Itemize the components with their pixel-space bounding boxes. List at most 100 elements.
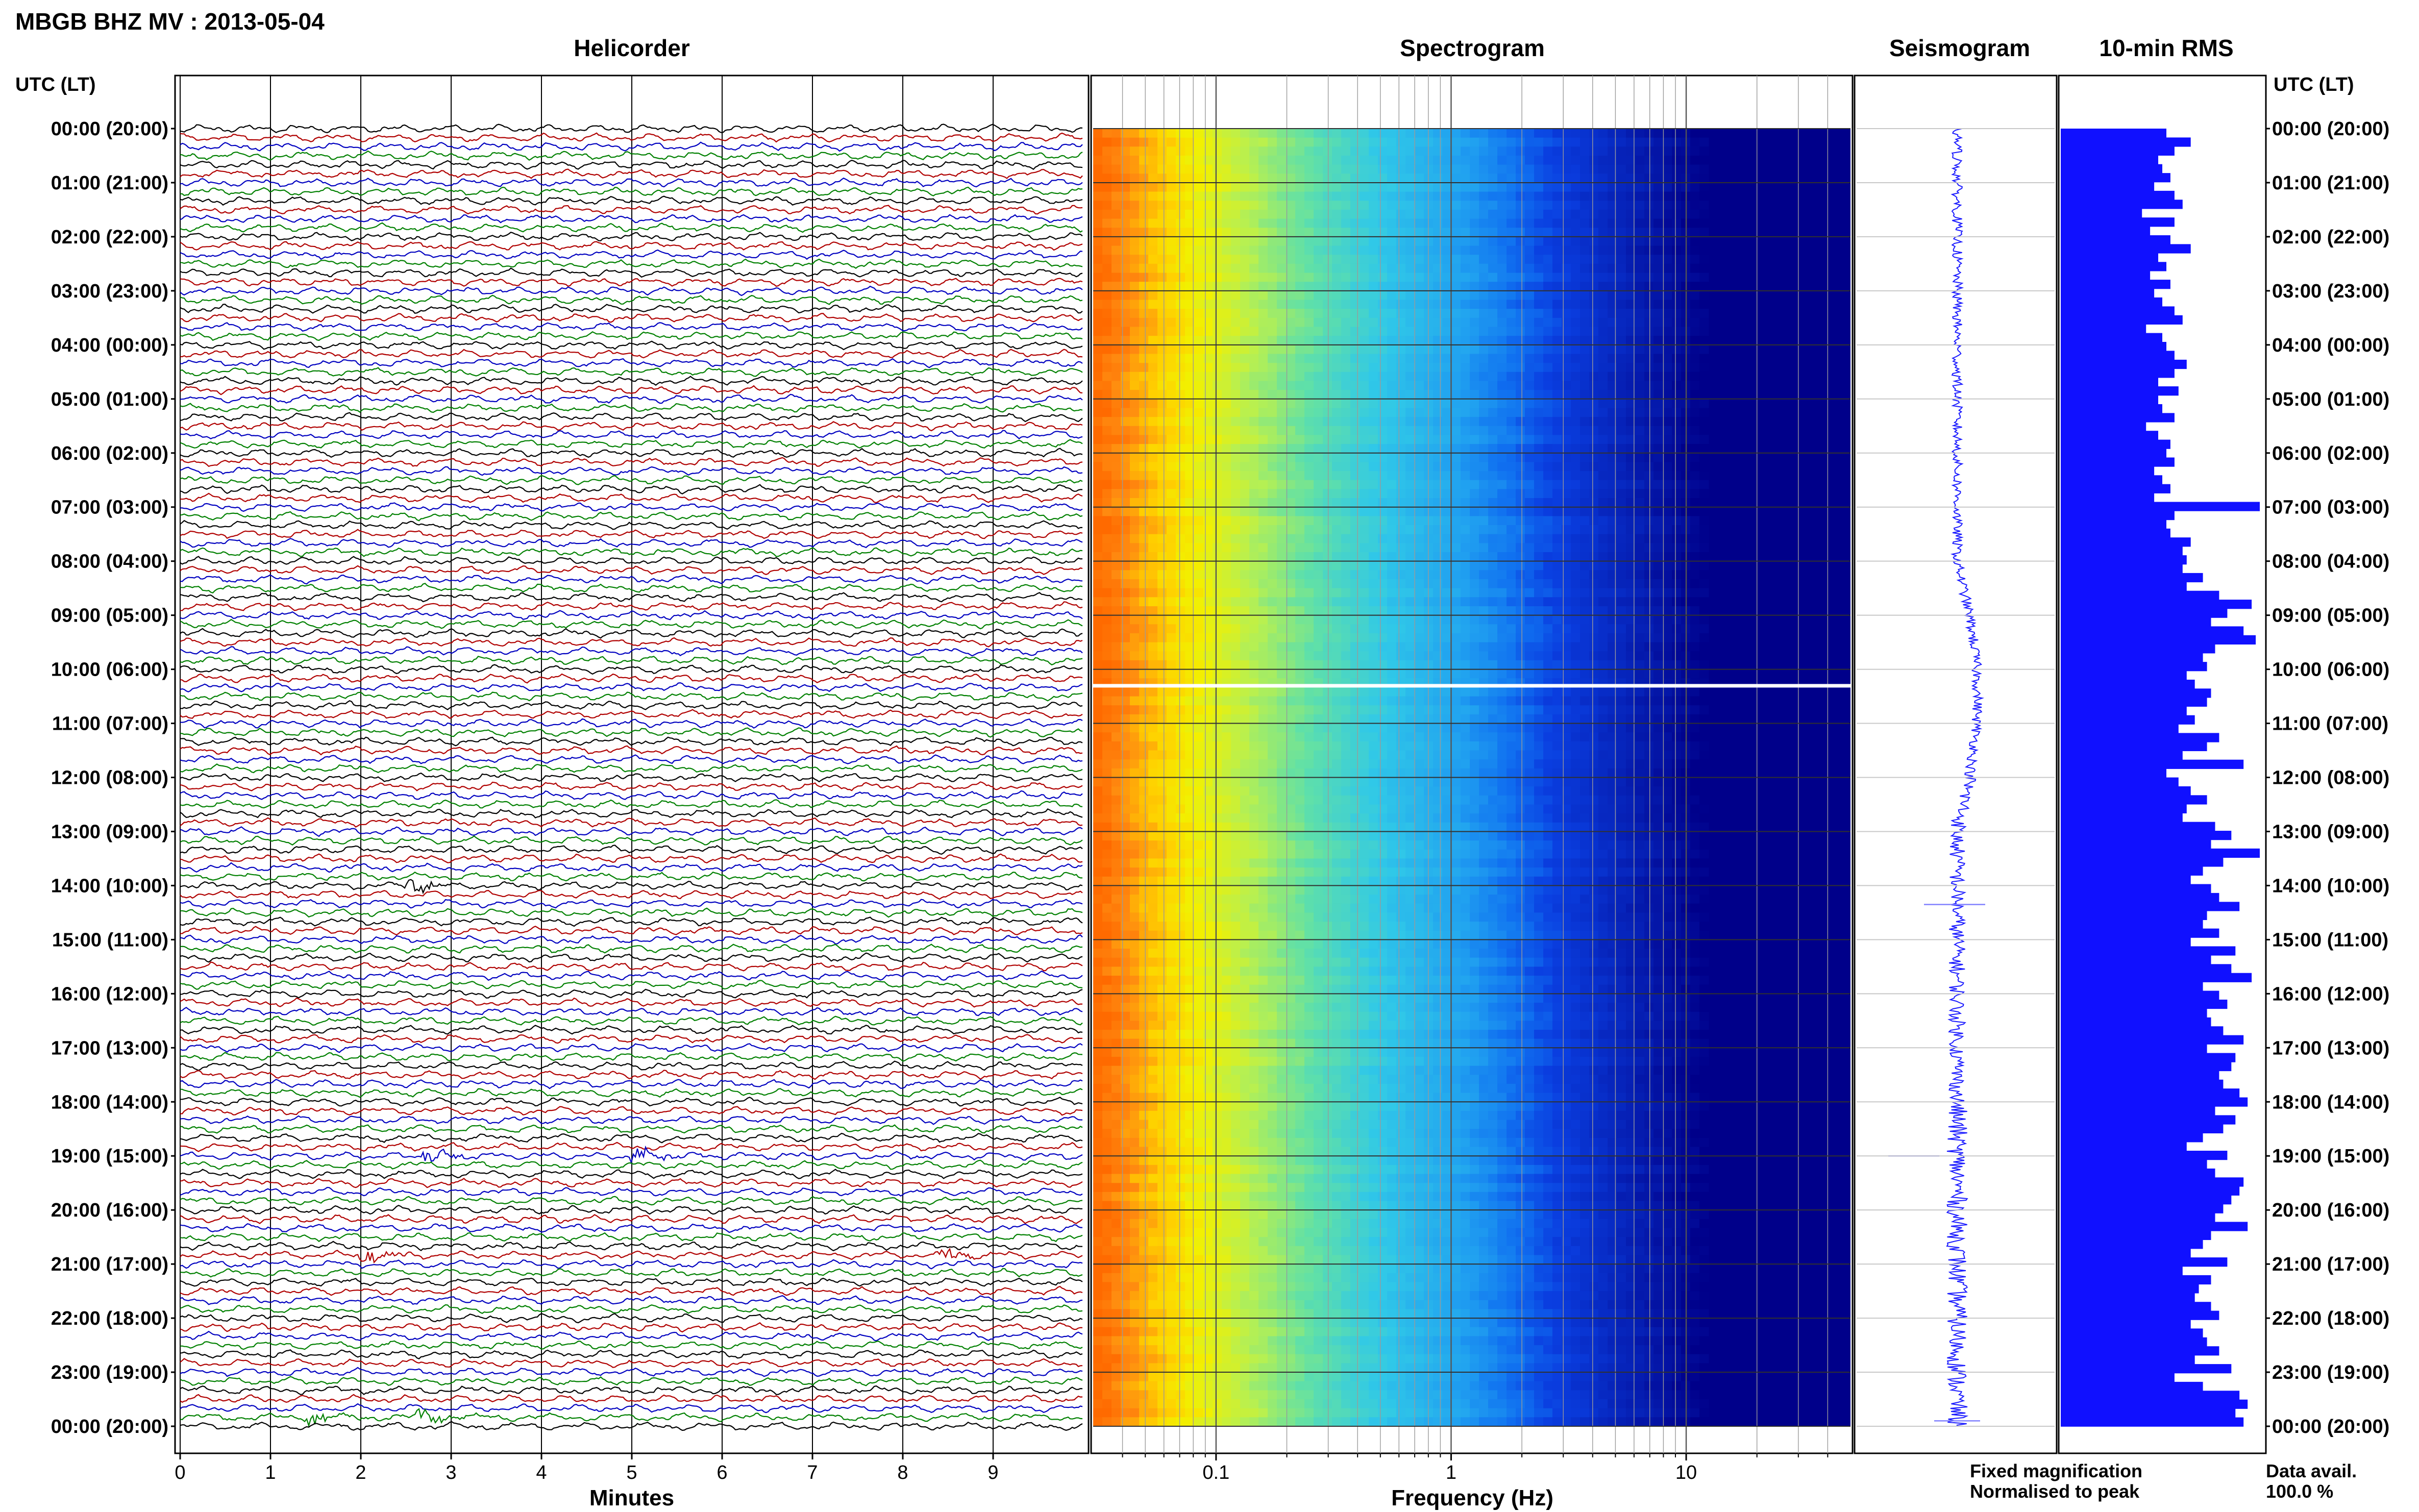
spectrogram-cell	[1433, 327, 1443, 336]
spectrogram-cell	[1451, 344, 1461, 355]
spectrogram-cell	[1552, 525, 1562, 535]
spectrogram-cell	[1589, 642, 1599, 652]
spectrogram-cell	[1534, 543, 1544, 553]
spectrogram-cell	[1102, 570, 1112, 580]
spectrogram-cell	[1415, 471, 1424, 481]
spectrogram-cell	[1203, 228, 1213, 237]
spectrogram-cell	[1451, 336, 1461, 345]
spectrogram-cell	[1249, 525, 1259, 535]
spectrogram-cell	[1598, 624, 1608, 634]
spectrogram-cell	[1341, 588, 1351, 598]
spectrogram-cell	[1461, 263, 1470, 274]
spectrogram-cell	[1295, 209, 1305, 219]
spectrogram-cell	[1396, 561, 1406, 571]
spectrogram-cell	[1672, 390, 1682, 400]
spectrogram-cell	[1470, 218, 1479, 228]
spectrogram-cell	[1653, 696, 1663, 706]
spectrogram-cell	[1589, 516, 1599, 526]
spectrogram-cell	[1396, 705, 1406, 715]
spectrogram-cell	[1442, 768, 1452, 778]
spectrogram-cell	[1277, 786, 1287, 796]
spectrogram-cell	[1194, 651, 1204, 661]
spectrogram-cell	[1258, 705, 1268, 715]
spectrogram-cell	[1644, 777, 1654, 787]
spectrogram-cell	[1507, 480, 1516, 489]
spectrogram-cell	[1093, 236, 1103, 246]
spectrogram-cell	[1222, 570, 1231, 580]
spectrogram-cell	[1167, 444, 1176, 454]
spectrogram-cell	[1203, 399, 1213, 409]
spectrogram-cell	[1580, 543, 1590, 553]
spectrogram-cell	[1516, 417, 1525, 427]
spectrogram-cell	[1552, 534, 1562, 543]
spectrogram-cell	[1690, 534, 1700, 543]
spectrogram-cell	[1626, 462, 1636, 472]
spectrogram-cell	[1341, 489, 1351, 499]
spectrogram-cell	[1415, 300, 1424, 309]
spectrogram-cell	[1543, 300, 1553, 309]
spectrogram-cell	[1360, 642, 1369, 652]
spectrogram-cell	[1093, 363, 1103, 373]
spectrogram-cell	[1461, 462, 1470, 472]
spectrogram-cell	[1194, 786, 1204, 796]
spectrogram-cell	[1608, 597, 1617, 607]
spectrogram-cell	[1295, 309, 1305, 318]
spectrogram-cell	[1360, 327, 1369, 336]
spectrogram-cell	[1194, 624, 1204, 634]
spectrogram-cell	[1369, 714, 1378, 724]
spectrogram-cell	[1580, 236, 1590, 246]
spectrogram-cell	[1626, 173, 1636, 183]
spectrogram-cell	[1672, 561, 1682, 571]
spectrogram-cell	[1534, 146, 1544, 156]
spectrogram-cell	[1488, 309, 1498, 318]
spectrogram-cell	[1369, 588, 1378, 598]
spectrogram-cell	[1488, 660, 1498, 670]
spectrogram-cell	[1415, 660, 1424, 670]
spectrogram-cell	[1139, 489, 1149, 499]
spectrogram-cell	[1112, 344, 1121, 355]
spectrogram-cell	[1442, 317, 1452, 328]
spectrogram-cell	[1332, 317, 1342, 328]
spectrogram-cell	[1552, 705, 1562, 715]
spectrogram-cell	[1470, 290, 1479, 301]
spectrogram-cell	[1332, 516, 1342, 526]
spectrogram-cell	[1378, 183, 1388, 192]
spectrogram-cell	[1304, 669, 1314, 679]
spectrogram-cell	[1644, 552, 1654, 562]
spectrogram-cell	[1304, 516, 1314, 526]
spectrogram-cell	[1167, 786, 1176, 796]
spectrogram-cell	[1644, 489, 1654, 499]
spectrogram-cell	[1534, 570, 1544, 580]
spectrogram-cell	[1387, 290, 1397, 301]
spectrogram-cell	[1562, 561, 1571, 571]
spectrogram-cell	[1304, 344, 1314, 355]
spectrogram-cell	[1534, 525, 1544, 535]
spectrogram-cell	[1121, 633, 1130, 643]
spectrogram-cell	[1488, 597, 1498, 607]
spectrogram-cell	[1286, 327, 1296, 336]
spectrogram-cell	[1249, 137, 1259, 147]
spectrogram-cell	[1185, 471, 1195, 481]
spectrogram-cell	[1580, 741, 1590, 751]
spectrogram-cell	[1461, 480, 1470, 489]
spectrogram-cell	[1304, 498, 1314, 508]
spectrogram-cell	[1451, 525, 1461, 535]
spectrogram-cell	[1157, 795, 1167, 805]
spectrogram-cell	[1277, 588, 1287, 598]
spectrogram-cell	[1369, 534, 1378, 543]
spectrogram-cell	[1690, 327, 1700, 336]
spectrogram-cell	[1203, 534, 1213, 543]
spectrogram-cell	[1663, 164, 1672, 174]
spectrogram-cell	[1461, 164, 1470, 174]
spectrogram-cell	[1332, 417, 1342, 427]
spectrogram-cell	[1589, 597, 1599, 607]
spectrogram-cell	[1571, 579, 1581, 589]
spectrogram-cell	[1295, 354, 1305, 363]
spectrogram-cell	[1194, 660, 1204, 670]
spectrogram-cell	[1231, 750, 1241, 760]
spectrogram-cell	[1167, 173, 1176, 183]
spectrogram-cell	[1360, 651, 1369, 661]
spectrogram-cell	[1167, 336, 1176, 345]
spectrogram-cell	[1314, 290, 1323, 301]
spectrogram-cell	[1451, 435, 1461, 444]
